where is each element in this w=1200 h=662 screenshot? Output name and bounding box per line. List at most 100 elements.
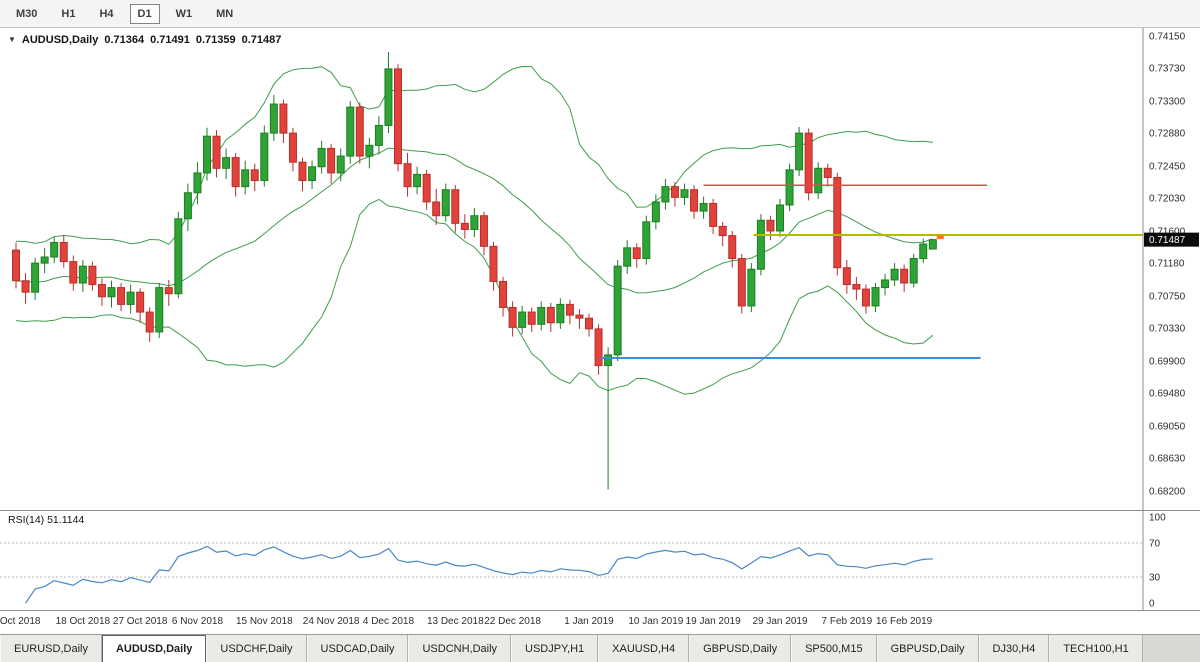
- date-label: 24 Nov 2018: [302, 616, 360, 627]
- chart-collapse-icon: ▼: [8, 35, 16, 44]
- candle: [355, 106, 364, 157]
- candle: [594, 328, 603, 367]
- chart-tab-gbpusd-daily[interactable]: GBPUSD,Daily: [876, 635, 979, 662]
- candle: [183, 192, 192, 220]
- chart-title: ▼ AUDUSD,Daily 0.71364 0.71491 0.71359 0…: [8, 34, 281, 46]
- candle: [861, 288, 870, 307]
- chart-tab-eurusd-daily[interactable]: EURUSD,Daily: [0, 635, 102, 662]
- candle: [470, 215, 479, 230]
- date-label: 6 Nov 2018: [171, 616, 224, 627]
- candle: [518, 311, 527, 328]
- candle: [250, 169, 259, 182]
- timeframe-button-mn[interactable]: MN: [216, 7, 234, 20]
- current-price-marker: [936, 235, 944, 240]
- date-label: 1 Jan 2019: [564, 616, 614, 627]
- chart-tab-usdjpy-h1[interactable]: USDJPY,H1: [511, 635, 599, 662]
- timeframe-button-w1[interactable]: W1: [175, 7, 193, 20]
- chart-tab-xauusd-h4[interactable]: XAUUSD,H4: [598, 635, 690, 662]
- svg-text:0: 0: [1149, 599, 1155, 610]
- date-label: 22 Dec 2018: [484, 616, 541, 627]
- candle: [537, 306, 546, 325]
- svg-text:30: 30: [1149, 573, 1161, 584]
- candle: [804, 132, 813, 194]
- candle: [203, 135, 211, 174]
- date-label: 13 Dec 2018: [426, 616, 484, 627]
- candle: [21, 280, 30, 293]
- date-label: 9 Oct 2018: [0, 616, 41, 627]
- candle: [842, 267, 851, 286]
- candle: [231, 157, 240, 188]
- candle: [346, 106, 355, 157]
- candle: [212, 135, 221, 169]
- svg-text:0.71487: 0.71487: [1149, 235, 1186, 246]
- candle: [690, 189, 699, 212]
- candle: [489, 245, 498, 282]
- timeframe-button-d1[interactable]: D1: [129, 3, 160, 24]
- candle: [451, 189, 460, 224]
- date-label: 19 Jan 2019: [685, 616, 741, 627]
- candle: [699, 202, 708, 212]
- candle: [508, 306, 517, 328]
- svg-text:0.70330: 0.70330: [1149, 324, 1186, 335]
- candle: [795, 132, 804, 171]
- rsi-chart-canvas[interactable]: 100 70 30 0: [0, 511, 1200, 611]
- candle: [747, 268, 756, 307]
- candle: [900, 268, 909, 284]
- candle: [670, 186, 679, 198]
- candle: [737, 258, 746, 307]
- candle: [585, 317, 593, 330]
- candle: [661, 186, 670, 203]
- date-label: 29 Jan 2019: [752, 616, 808, 627]
- chart-open-value: 0.71364: [104, 34, 145, 46]
- candle: [12, 249, 20, 282]
- chart-tab-usdcnh-daily[interactable]: USDCNH,Daily: [408, 635, 512, 662]
- candle: [632, 247, 641, 260]
- timeframe-button-h1[interactable]: H1: [61, 7, 76, 20]
- candle: [546, 306, 555, 324]
- candle: [288, 132, 297, 163]
- rsi-indicator-panel: 100 70 30 0 RSI(14) 51.1144: [0, 510, 1200, 611]
- candle: [776, 204, 784, 232]
- chart-tabs-bar: EURUSD,Daily AUDUSD,Daily USDCHF,Daily USDC…: [0, 634, 1200, 662]
- candle: [222, 157, 231, 169]
- candle: [852, 284, 861, 290]
- candle: [97, 284, 106, 298]
- candle: [756, 219, 765, 270]
- candle: [623, 247, 632, 267]
- price-chart-canvas[interactable]: 0.74150 0.73730 0.73300 0.72880 0.72450 0.720…: [0, 28, 1200, 510]
- chart-tab-tech100-h1[interactable]: TECH100,H1: [1049, 635, 1143, 662]
- chart-tab-gbpusd-daily[interactable]: GBPUSD,Daily: [689, 635, 792, 662]
- candle: [709, 202, 718, 227]
- candle: [50, 241, 59, 258]
- chart-low-value: 0.71359: [195, 34, 236, 46]
- timeframe-button-m30[interactable]: M30: [16, 7, 38, 20]
- candle: [365, 144, 374, 157]
- candle: [374, 124, 383, 146]
- chart-tab-dj30-h4[interactable]: DJ30,H4: [978, 635, 1050, 662]
- candle: [785, 169, 794, 206]
- candle: [117, 287, 126, 305]
- candle: [871, 287, 880, 307]
- chart-tab-sp500-m15[interactable]: SP500,M15: [791, 635, 877, 662]
- timeframe-button-h4[interactable]: H4: [99, 7, 114, 20]
- chart-tab-usdchf-daily[interactable]: USDCHF,Daily: [206, 635, 307, 662]
- candle: [317, 147, 326, 168]
- date-label: 10 Jan 2019: [628, 616, 684, 627]
- candle: [107, 287, 116, 298]
- candle: [126, 291, 135, 305]
- chart-tab-usdcad-daily[interactable]: USDCAD,Daily: [306, 635, 409, 662]
- svg-text:0.70750: 0.70750: [1149, 292, 1186, 303]
- chart-tab-audusd-daily[interactable]: AUDUSD,Daily: [101, 635, 207, 662]
- svg-text:0.72880: 0.72880: [1149, 129, 1186, 140]
- svg-text:0.68630: 0.68630: [1149, 454, 1186, 465]
- date-label: 4 Dec 2018: [362, 616, 415, 627]
- candle: [78, 265, 87, 284]
- candle: [565, 303, 574, 316]
- candle: [336, 155, 345, 174]
- timeframe-toolbar: M30 H1 H4 D1 W1 MN: [0, 0, 1200, 28]
- candle: [890, 268, 899, 281]
- candle: [642, 221, 651, 260]
- candle: [728, 235, 737, 260]
- candle: [31, 262, 40, 293]
- candles-layer: [12, 52, 937, 490]
